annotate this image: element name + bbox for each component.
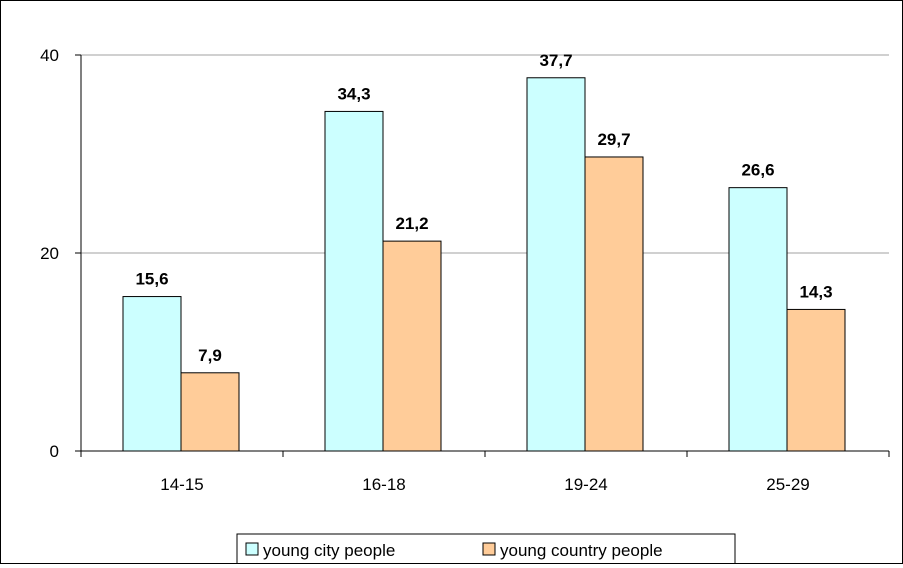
bar-country: [786, 308, 846, 452]
data-label: 21,2: [395, 214, 428, 233]
data-label: 15,6: [135, 270, 168, 289]
legend-swatch-country: [482, 542, 496, 556]
x-tick-label: 25-29: [766, 475, 809, 494]
axes: 0 20 40 14-15 16-18 19-24 25-29: [40, 46, 890, 494]
legend-swatch-city: [245, 542, 259, 556]
legend: young city people young country people: [236, 533, 736, 567]
bar-city: [526, 77, 586, 452]
y-tick-label: 0: [50, 442, 59, 461]
data-label: 34,3: [337, 84, 370, 103]
data-label: 7,9: [198, 346, 222, 365]
bar-country: [382, 240, 442, 452]
x-tick-label: 16-18: [362, 475, 405, 494]
y-tick-label: 20: [40, 244, 59, 263]
bar-city: [122, 296, 182, 452]
legend-label-country: young country people: [500, 541, 663, 560]
bar-country: [584, 156, 644, 452]
data-label: 14,3: [799, 282, 832, 301]
bar-country: [180, 372, 240, 452]
data-label: 26,6: [741, 161, 774, 180]
x-tick-label: 19-24: [564, 475, 607, 494]
data-label: 37,7: [539, 51, 572, 70]
data-labels: 15,6 7,9 34,3 21,2 37,7 29,7 26,6 14,3: [135, 51, 832, 365]
bar-city: [324, 110, 384, 452]
y-tick-label: 40: [40, 46, 59, 65]
bars: [122, 77, 846, 452]
bar-city: [728, 187, 788, 452]
legend-label-city: young city people: [263, 541, 395, 560]
data-label: 29,7: [597, 130, 630, 149]
x-tick-label: 14-15: [160, 475, 203, 494]
